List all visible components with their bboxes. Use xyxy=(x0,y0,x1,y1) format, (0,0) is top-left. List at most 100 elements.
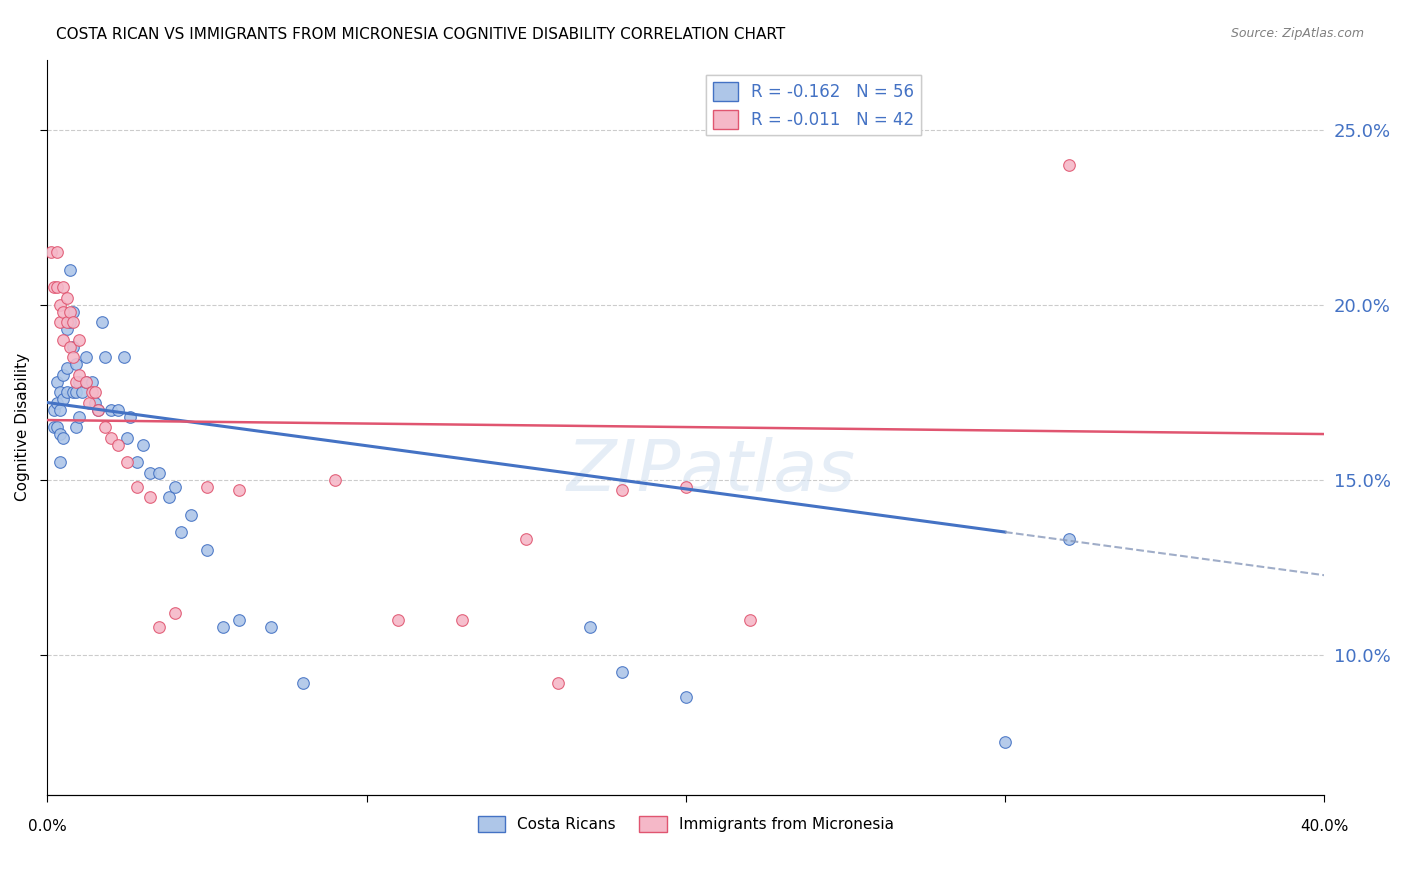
Point xyxy=(170,524,193,539)
Point xyxy=(49,402,72,417)
Point xyxy=(1057,158,1080,172)
Point xyxy=(148,619,170,633)
Point xyxy=(100,431,122,445)
Point xyxy=(323,473,346,487)
Point xyxy=(1057,532,1080,546)
Point xyxy=(90,315,112,329)
Point xyxy=(52,431,75,445)
Point xyxy=(112,350,135,364)
Point xyxy=(77,395,100,409)
Point xyxy=(547,675,569,690)
Point xyxy=(195,479,218,493)
Point xyxy=(67,368,90,382)
Point xyxy=(180,508,202,522)
Point xyxy=(87,402,110,417)
Text: 0.0%: 0.0% xyxy=(28,819,66,834)
Point xyxy=(49,315,72,329)
Point xyxy=(157,490,180,504)
Point xyxy=(49,455,72,469)
Point xyxy=(49,385,72,400)
Point xyxy=(120,409,142,424)
Point xyxy=(65,385,87,400)
Point xyxy=(738,613,761,627)
Point xyxy=(52,368,75,382)
Point xyxy=(80,375,103,389)
Point xyxy=(49,427,72,442)
Point xyxy=(260,619,283,633)
Point xyxy=(148,466,170,480)
Point xyxy=(67,333,90,347)
Point xyxy=(65,375,87,389)
Point xyxy=(42,402,65,417)
Point xyxy=(515,532,537,546)
Point xyxy=(52,333,75,347)
Point xyxy=(451,613,474,627)
Point xyxy=(52,392,75,406)
Point xyxy=(55,360,77,375)
Point xyxy=(94,420,117,434)
Point xyxy=(55,385,77,400)
Point xyxy=(115,455,138,469)
Point xyxy=(75,350,97,364)
Point xyxy=(994,735,1017,749)
Point xyxy=(65,357,87,371)
Point xyxy=(94,350,117,364)
Point xyxy=(65,420,87,434)
Point xyxy=(291,675,314,690)
Point xyxy=(67,409,90,424)
Point xyxy=(42,280,65,294)
Point xyxy=(45,245,67,260)
Point xyxy=(100,402,122,417)
Text: COSTA RICAN VS IMMIGRANTS FROM MICRONESIA COGNITIVE DISABILITY CORRELATION CHART: COSTA RICAN VS IMMIGRANTS FROM MICRONESI… xyxy=(56,27,786,42)
Point xyxy=(138,490,160,504)
Point xyxy=(610,665,633,679)
Point xyxy=(84,395,107,409)
Point xyxy=(387,613,409,627)
Text: ZIPatlas: ZIPatlas xyxy=(567,437,856,506)
Point xyxy=(59,315,82,329)
Point xyxy=(87,402,110,417)
Point xyxy=(62,350,84,364)
Point xyxy=(52,280,75,294)
Point xyxy=(52,304,75,318)
Point xyxy=(107,437,129,451)
Text: 40.0%: 40.0% xyxy=(1301,819,1348,834)
Point xyxy=(55,315,77,329)
Point xyxy=(212,619,235,633)
Point xyxy=(675,479,697,493)
Point xyxy=(59,340,82,354)
Point xyxy=(39,245,62,260)
Point xyxy=(80,385,103,400)
Point xyxy=(228,613,250,627)
Point xyxy=(125,455,148,469)
Point xyxy=(45,395,67,409)
Point xyxy=(84,385,107,400)
Y-axis label: Cognitive Disability: Cognitive Disability xyxy=(15,353,30,501)
Point xyxy=(115,431,138,445)
Point xyxy=(107,402,129,417)
Legend: R = -0.162   N = 56, R = -0.011   N = 42: R = -0.162 N = 56, R = -0.011 N = 42 xyxy=(706,75,921,136)
Point xyxy=(45,420,67,434)
Point xyxy=(59,262,82,277)
Point xyxy=(55,322,77,336)
Point xyxy=(163,479,186,493)
Point xyxy=(45,375,67,389)
Point xyxy=(675,690,697,704)
Point xyxy=(75,375,97,389)
Point xyxy=(138,466,160,480)
Point xyxy=(62,385,84,400)
Point xyxy=(62,304,84,318)
Point xyxy=(45,280,67,294)
Point xyxy=(62,315,84,329)
Point xyxy=(59,304,82,318)
Point xyxy=(55,291,77,305)
Point xyxy=(610,483,633,497)
Point xyxy=(163,606,186,620)
Point xyxy=(49,297,72,311)
Point xyxy=(75,375,97,389)
Point xyxy=(579,619,602,633)
Point xyxy=(62,340,84,354)
Point xyxy=(42,420,65,434)
Point xyxy=(132,437,155,451)
Point xyxy=(195,542,218,557)
